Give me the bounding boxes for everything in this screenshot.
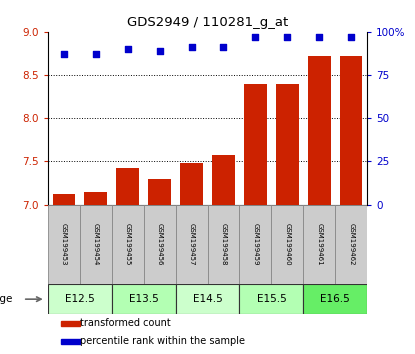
Bar [303,284,367,314]
Bar [181,163,203,205]
Point [284,34,290,40]
Point [252,34,259,40]
Bar [176,284,239,314]
Text: GSM199460: GSM199460 [284,223,290,266]
Bar [112,205,144,284]
Bar [208,205,239,284]
Bar [335,205,367,284]
Point [188,45,195,50]
Point [124,46,131,52]
Bar [61,321,80,326]
Text: E13.5: E13.5 [129,294,159,304]
Point [220,45,227,50]
Text: GSM199458: GSM199458 [220,223,227,266]
Bar [80,205,112,284]
Bar [149,179,171,205]
Text: GSM199455: GSM199455 [124,223,131,266]
Text: GSM199457: GSM199457 [188,223,195,266]
Title: GDS2949 / 110281_g_at: GDS2949 / 110281_g_at [127,16,288,29]
Point [348,34,354,40]
Text: GSM199453: GSM199453 [61,223,67,266]
Text: E12.5: E12.5 [65,294,95,304]
Point [61,51,67,57]
Bar [239,205,271,284]
Bar [212,155,234,205]
Text: E14.5: E14.5 [193,294,222,304]
Text: E16.5: E16.5 [320,294,350,304]
Text: GSM199454: GSM199454 [93,223,99,266]
Bar [48,205,80,284]
Bar [117,169,139,205]
Bar [48,284,112,314]
Bar [85,192,107,205]
Text: transformed count: transformed count [80,319,171,329]
Bar [244,84,266,205]
Bar [61,339,80,344]
Bar [271,205,303,284]
Bar [303,205,335,284]
Bar [239,284,303,314]
Text: GSM199459: GSM199459 [252,223,259,266]
Point [316,34,323,40]
Bar [144,205,176,284]
Text: percentile rank within the sample: percentile rank within the sample [80,336,245,347]
Bar [276,84,298,205]
Bar [53,194,75,205]
Point [156,48,163,54]
Text: GSM199456: GSM199456 [156,223,163,266]
Text: age: age [0,294,13,304]
Bar [308,56,330,205]
Bar [176,205,208,284]
Bar [112,284,176,314]
Bar [340,56,362,205]
Text: GSM199461: GSM199461 [316,223,322,266]
Point [92,51,99,57]
Text: E15.5: E15.5 [256,294,286,304]
Text: GSM199462: GSM199462 [348,223,354,266]
